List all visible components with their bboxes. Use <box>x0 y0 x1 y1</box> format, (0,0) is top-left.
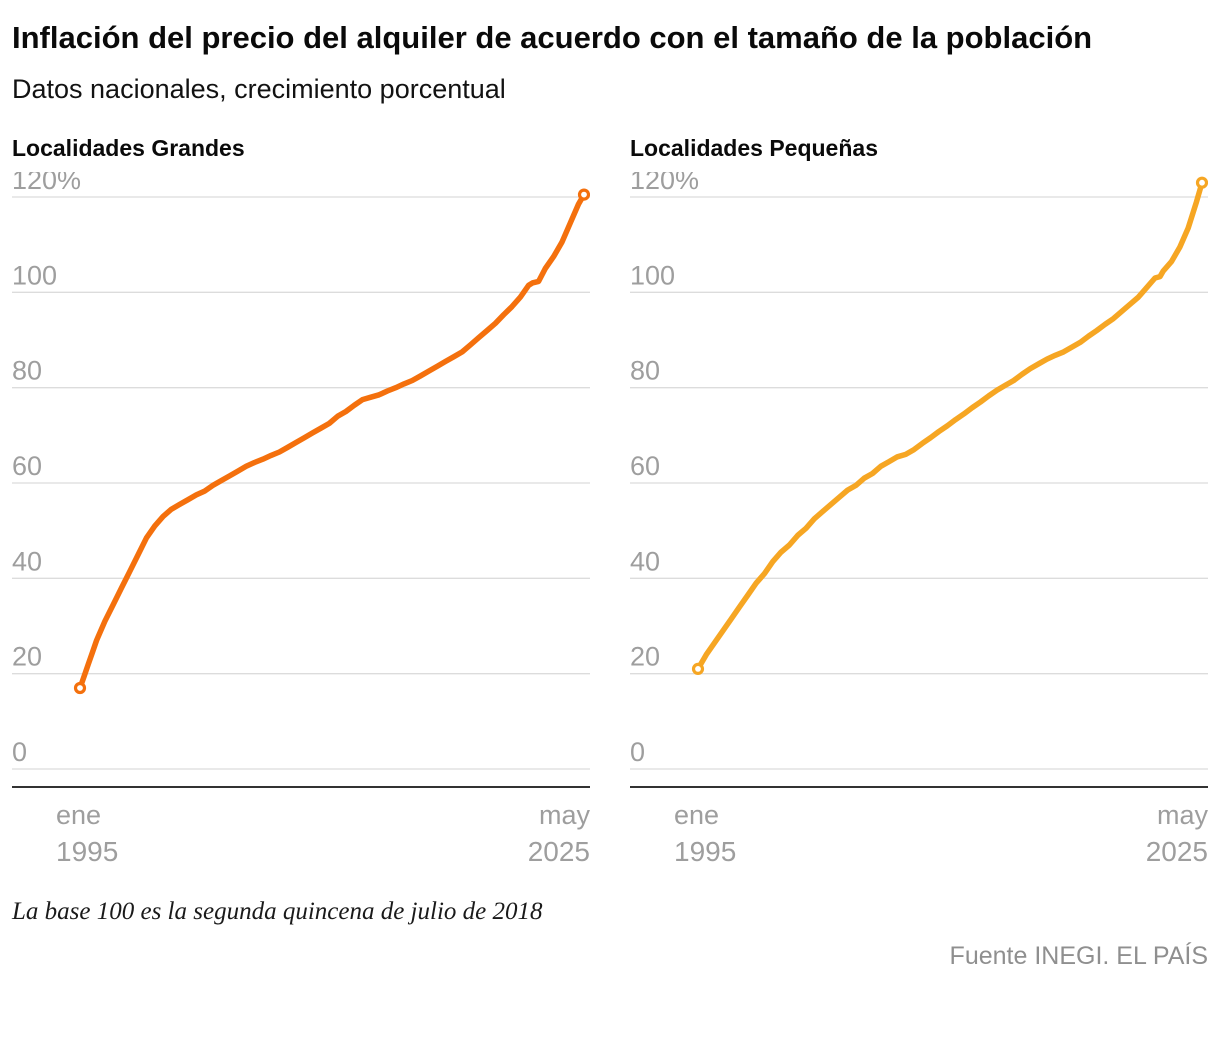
x-tick-end-month: may <box>539 800 590 830</box>
y-tick-label: 20 <box>630 642 660 672</box>
endpoint-marker <box>73 682 87 695</box>
x-tick-start-year: 1995 <box>674 836 736 867</box>
y-tick-label: 120% <box>12 172 81 195</box>
data-line <box>77 192 587 692</box>
endpoint-marker <box>577 188 590 201</box>
y-tick-label: 40 <box>12 547 42 577</box>
y-tick-label: 40 <box>630 547 660 577</box>
panel-localidades-pequenas: Localidades Pequeñas 0 20 40 60 80 100 120% ene… <box>630 135 1208 872</box>
y-tick-label: 60 <box>12 451 42 481</box>
page-subtitle: Datos nacionales, crecimiento porcentual <box>12 74 506 105</box>
chart-footnote: La base 100 es la segunda quincena de ju… <box>12 898 543 926</box>
y-tick-label: 20 <box>12 642 42 672</box>
y-tick-label: 60 <box>630 451 660 481</box>
y-tick-label: 0 <box>12 737 27 767</box>
chart-source: Fuente INEGI. EL PAÍS <box>949 942 1208 971</box>
x-tick-start-year: 1995 <box>56 836 118 867</box>
y-tick-label: 80 <box>630 356 660 386</box>
y-tick-label: 0 <box>630 737 645 767</box>
y-tick-label: 120% <box>630 172 699 195</box>
x-tick-end-year: 2025 <box>1146 836 1208 867</box>
chart-grandes-svg: 0 20 40 60 80 100 120% ene 1995 may 2025 <box>12 172 590 867</box>
chart-pequenas-svg: 0 20 40 60 80 100 120% ene 1995 may 2025 <box>630 172 1208 867</box>
panel-title-pequenas: Localidades Pequeñas <box>630 135 878 162</box>
y-tick-label: 100 <box>630 261 675 291</box>
charts-row: Localidades Grandes 0 20 40 60 80 100 120% ene 1… <box>12 135 1208 872</box>
y-tick-label: 80 <box>12 356 42 386</box>
endpoint-marker <box>691 663 705 676</box>
y-tick-label: 100 <box>12 261 57 291</box>
page-title: Inflación del precio del alquiler de acu… <box>12 20 1093 55</box>
panel-title-grandes: Localidades Grandes <box>12 135 245 162</box>
x-tick-end-year: 2025 <box>528 836 590 867</box>
data-line <box>695 180 1205 672</box>
x-tick-end-month: may <box>1157 800 1208 830</box>
x-tick-start-month: ene <box>56 800 101 830</box>
x-tick-start-month: ene <box>674 800 719 830</box>
endpoint-marker <box>1195 176 1208 190</box>
panel-localidades-grandes: Localidades Grandes 0 20 40 60 80 100 120% ene 1… <box>12 135 590 872</box>
